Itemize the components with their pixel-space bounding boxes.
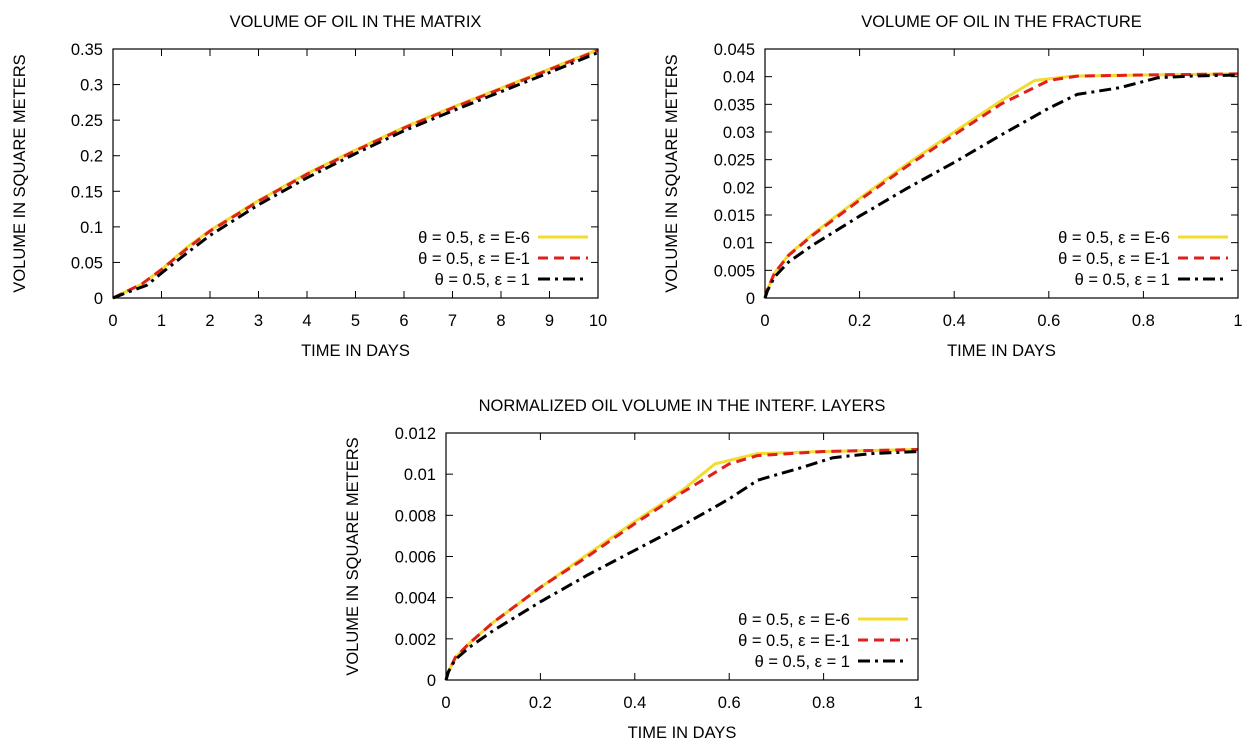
y-tick-label: 0.25: [71, 112, 103, 130]
y-tick-label: 0.025: [714, 152, 755, 170]
series-line-3: [112, 51, 599, 300]
chart-panel-2: VOLUME OF OIL IN THE FRACTURE TIME IN DAY…: [663, 13, 1243, 360]
x-tick-label: 8: [496, 312, 505, 330]
legend: θ = 0.5, ε = E-6 θ = 0.5, ε = E-1 θ = 0.5,…: [738, 611, 908, 671]
y-tick-label: 0.1: [80, 219, 103, 237]
y-tick-label: 0.01: [404, 466, 436, 484]
legend-label: θ = 0.5, ε = E-1: [418, 250, 530, 268]
x-tick-label: 0.4: [623, 694, 646, 712]
y-tick-label: 0: [746, 290, 755, 308]
x-tick-label: 5: [351, 312, 360, 330]
x-tick-label: 0: [108, 312, 117, 330]
legend-label: θ = 0.5, ε = 1: [1075, 271, 1170, 289]
x-tick-label: 0.6: [1037, 312, 1060, 330]
y-tick-label: 0.03: [723, 124, 755, 142]
y-tick-label: 0.04: [723, 69, 755, 87]
x-tick-label: 9: [545, 312, 554, 330]
x-tick-label: 1: [157, 312, 166, 330]
legend-label: θ = 0.5, ε = E-6: [418, 229, 530, 247]
x-tick-label: 0: [441, 694, 450, 712]
y-tick-label: 0.01: [723, 235, 755, 253]
series-line-3: [444, 450, 919, 681]
chart-title: VOLUME OF OIL IN THE MATRIX: [230, 13, 482, 31]
y-tick-label: 0.3: [80, 77, 103, 95]
x-tick-label: 0.6: [718, 694, 741, 712]
y-tick-label: 0.006: [395, 549, 436, 567]
y-tick-label: 0.015: [714, 207, 755, 225]
y-tick-label: 0.005: [714, 262, 755, 280]
x-axis-label: TIME IN DAYS: [301, 342, 410, 360]
y-tick-label: 0.045: [714, 41, 755, 59]
series-line-2: [444, 448, 919, 681]
x-tick-label: 2: [205, 312, 214, 330]
y-tick-label: 0.2: [80, 148, 103, 166]
plot-frame: [112, 48, 599, 299]
legend-label: θ = 0.5, ε = E-1: [738, 632, 850, 650]
legend: θ = 0.5, ε = E-6 θ = 0.5, ε = E-1 θ = 0.5,…: [1058, 229, 1228, 289]
x-axis-label: TIME IN DAYS: [947, 342, 1056, 360]
x-tick-label: 7: [448, 312, 457, 330]
y-tick-label: 0.35: [71, 41, 103, 59]
y-axis-label: VOLUME IN SQUARE METERS: [663, 54, 681, 292]
chart-title: VOLUME OF OIL IN THE FRACTURE: [861, 13, 1142, 31]
x-tick-label: 0.4: [943, 312, 966, 330]
series-line-2: [763, 72, 1239, 299]
x-tick-label: 0.2: [848, 312, 871, 330]
y-tick-label: 0: [94, 290, 103, 308]
x-tick-label: 1: [1233, 312, 1242, 330]
x-tick-label: 0.8: [812, 694, 835, 712]
x-tick-label: 3: [254, 312, 263, 330]
legend: θ = 0.5, ε = E-6 θ = 0.5, ε = E-1 θ = 0.5,…: [418, 229, 588, 289]
legend-label: θ = 0.5, ε = E-6: [1058, 229, 1170, 247]
x-tick-label: 6: [399, 312, 408, 330]
y-tick-label: 0.004: [395, 590, 436, 608]
series-line-2: [112, 49, 599, 300]
y-axis-label: VOLUME IN SQUARE METERS: [344, 437, 362, 675]
y-tick-label: 0: [427, 672, 436, 690]
x-tick-label: 4: [302, 312, 311, 330]
chart-panel-1: VOLUME OF OIL IN THE MATRIX TIME IN DAYS V…: [11, 13, 607, 360]
plot-frame: [445, 432, 919, 681]
x-axis-label: TIME IN DAYS: [628, 724, 737, 742]
chart-panel-3: NORMALIZED OIL VOLUME IN THE INTERF. LAY…: [344, 397, 923, 742]
plot-frame: [764, 48, 1239, 299]
y-tick-label: 0.02: [723, 179, 755, 197]
legend-label: θ = 0.5, ε = 1: [755, 653, 850, 671]
x-tick-label: 0: [760, 312, 769, 330]
legend-label: θ = 0.5, ε = 1: [435, 271, 530, 289]
chart-title: NORMALIZED OIL VOLUME IN THE INTERF. LAY…: [479, 397, 886, 415]
legend-label: θ = 0.5, ε = E-1: [1058, 250, 1170, 268]
x-tick-label: 0.8: [1132, 312, 1155, 330]
x-tick-label: 0.2: [529, 694, 552, 712]
y-tick-label: 0.008: [395, 507, 436, 525]
y-tick-label: 0.15: [71, 183, 103, 201]
x-tick-label: 10: [589, 312, 607, 330]
y-tick-label: 0.035: [714, 96, 755, 114]
legend-label: θ = 0.5, ε = E-6: [738, 611, 850, 629]
y-tick-label: 0.012: [395, 425, 436, 443]
y-axis-label: VOLUME IN SQUARE METERS: [11, 54, 29, 292]
series-line-3: [763, 73, 1239, 299]
y-tick-label: 0.002: [395, 631, 436, 649]
series-line-1: [763, 72, 1239, 299]
x-tick-label: 1: [913, 694, 922, 712]
y-tick-label: 0.05: [71, 254, 103, 272]
